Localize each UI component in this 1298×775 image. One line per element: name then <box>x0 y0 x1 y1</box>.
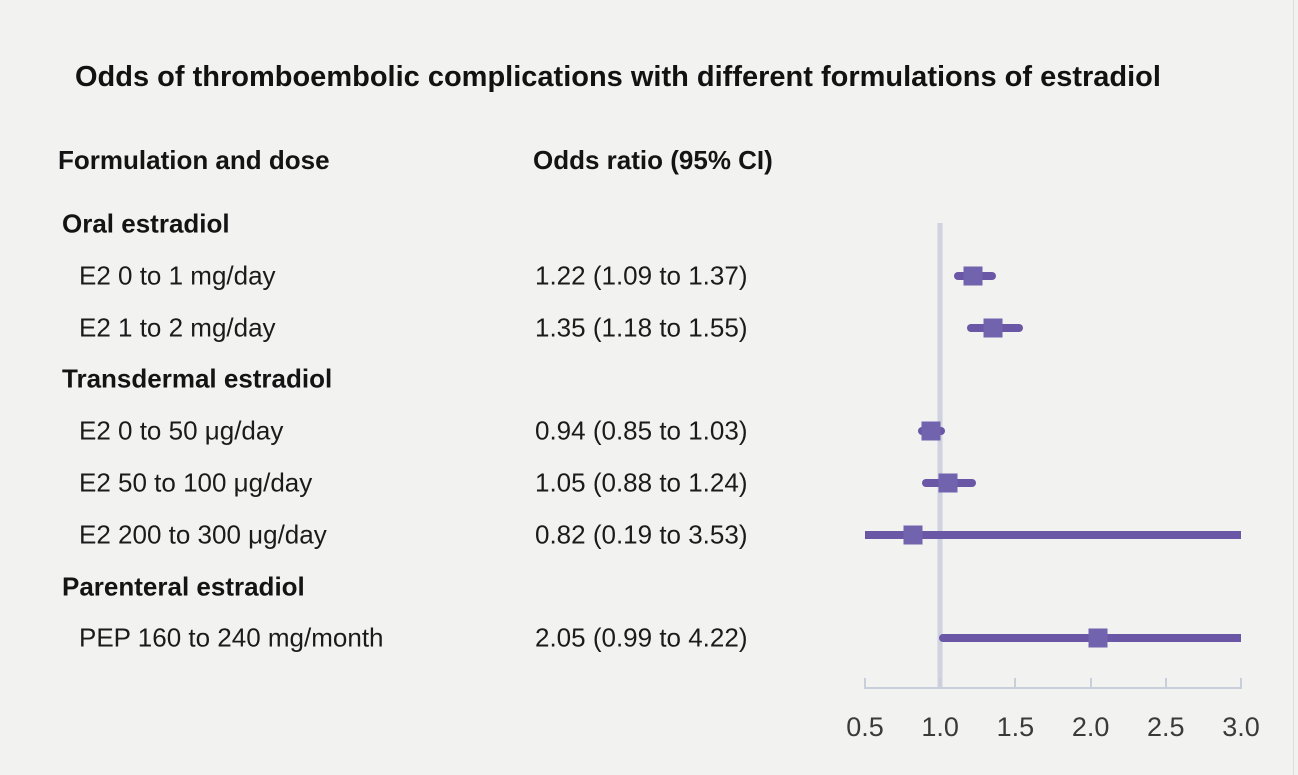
x-axis-tick <box>1014 678 1017 687</box>
reference-line <box>937 223 943 687</box>
row-item-label: PEP 160 to 240 mg/month <box>79 622 384 653</box>
point-estimate-square <box>963 266 983 286</box>
row-item-label: E2 0 to 1 mg/day <box>79 260 276 291</box>
x-axis-tick-label: 1.0 <box>921 712 959 742</box>
chart-title: Odds of thromboembolic complications wit… <box>75 61 1161 93</box>
row-group-label: Parenteral estradiol <box>62 571 305 602</box>
point-estimate-square <box>903 525 923 545</box>
row-odds-ratio-value: 0.94 (0.85 to 1.03) <box>535 415 748 446</box>
row-item-label: E2 1 to 2 mg/day <box>79 312 276 343</box>
row-group-label: Oral estradiol <box>62 208 230 239</box>
x-axis-tick <box>939 678 942 687</box>
column-header-formulation: Formulation and dose <box>58 145 330 175</box>
row-odds-ratio-value: 0.82 (0.19 to 3.53) <box>535 519 748 550</box>
x-axis-tick-label: 2.5 <box>1147 712 1185 742</box>
column-header-odds-ratio: Odds ratio (95% CI) <box>533 145 773 175</box>
x-axis-tick <box>1164 678 1167 687</box>
right-edge-divider <box>1293 0 1294 775</box>
row-item-label: E2 50 to 100 μg/day <box>79 467 313 498</box>
point-estimate-square <box>983 318 1003 338</box>
x-axis-tick-label: 3.0 <box>1222 712 1260 742</box>
x-axis-tick <box>864 678 866 687</box>
row-item-label: E2 0 to 50 μg/day <box>79 415 284 446</box>
point-estimate-square <box>938 473 958 493</box>
confidence-interval-bar <box>865 530 1241 539</box>
row-odds-ratio-value: 1.35 (1.18 to 1.55) <box>535 312 748 343</box>
point-estimate-square <box>921 421 941 441</box>
x-axis-tick <box>1240 678 1242 687</box>
x-axis-tick-label: 0.5 <box>846 712 884 742</box>
point-estimate-square <box>1088 628 1108 648</box>
row-odds-ratio-value: 2.05 (0.99 to 4.22) <box>535 622 748 653</box>
row-item-label: E2 200 to 300 μg/day <box>79 519 327 550</box>
row-group-label: Transdermal estradiol <box>62 363 333 394</box>
x-axis-tick-label: 1.5 <box>996 712 1035 742</box>
x-axis-tick-label: 2.0 <box>1071 712 1110 742</box>
x-axis-line <box>864 687 1242 689</box>
row-odds-ratio-value: 1.22 (1.09 to 1.37) <box>535 260 748 291</box>
x-axis-tick <box>1089 678 1092 687</box>
row-odds-ratio-value: 1.05 (0.88 to 1.24) <box>535 467 748 498</box>
